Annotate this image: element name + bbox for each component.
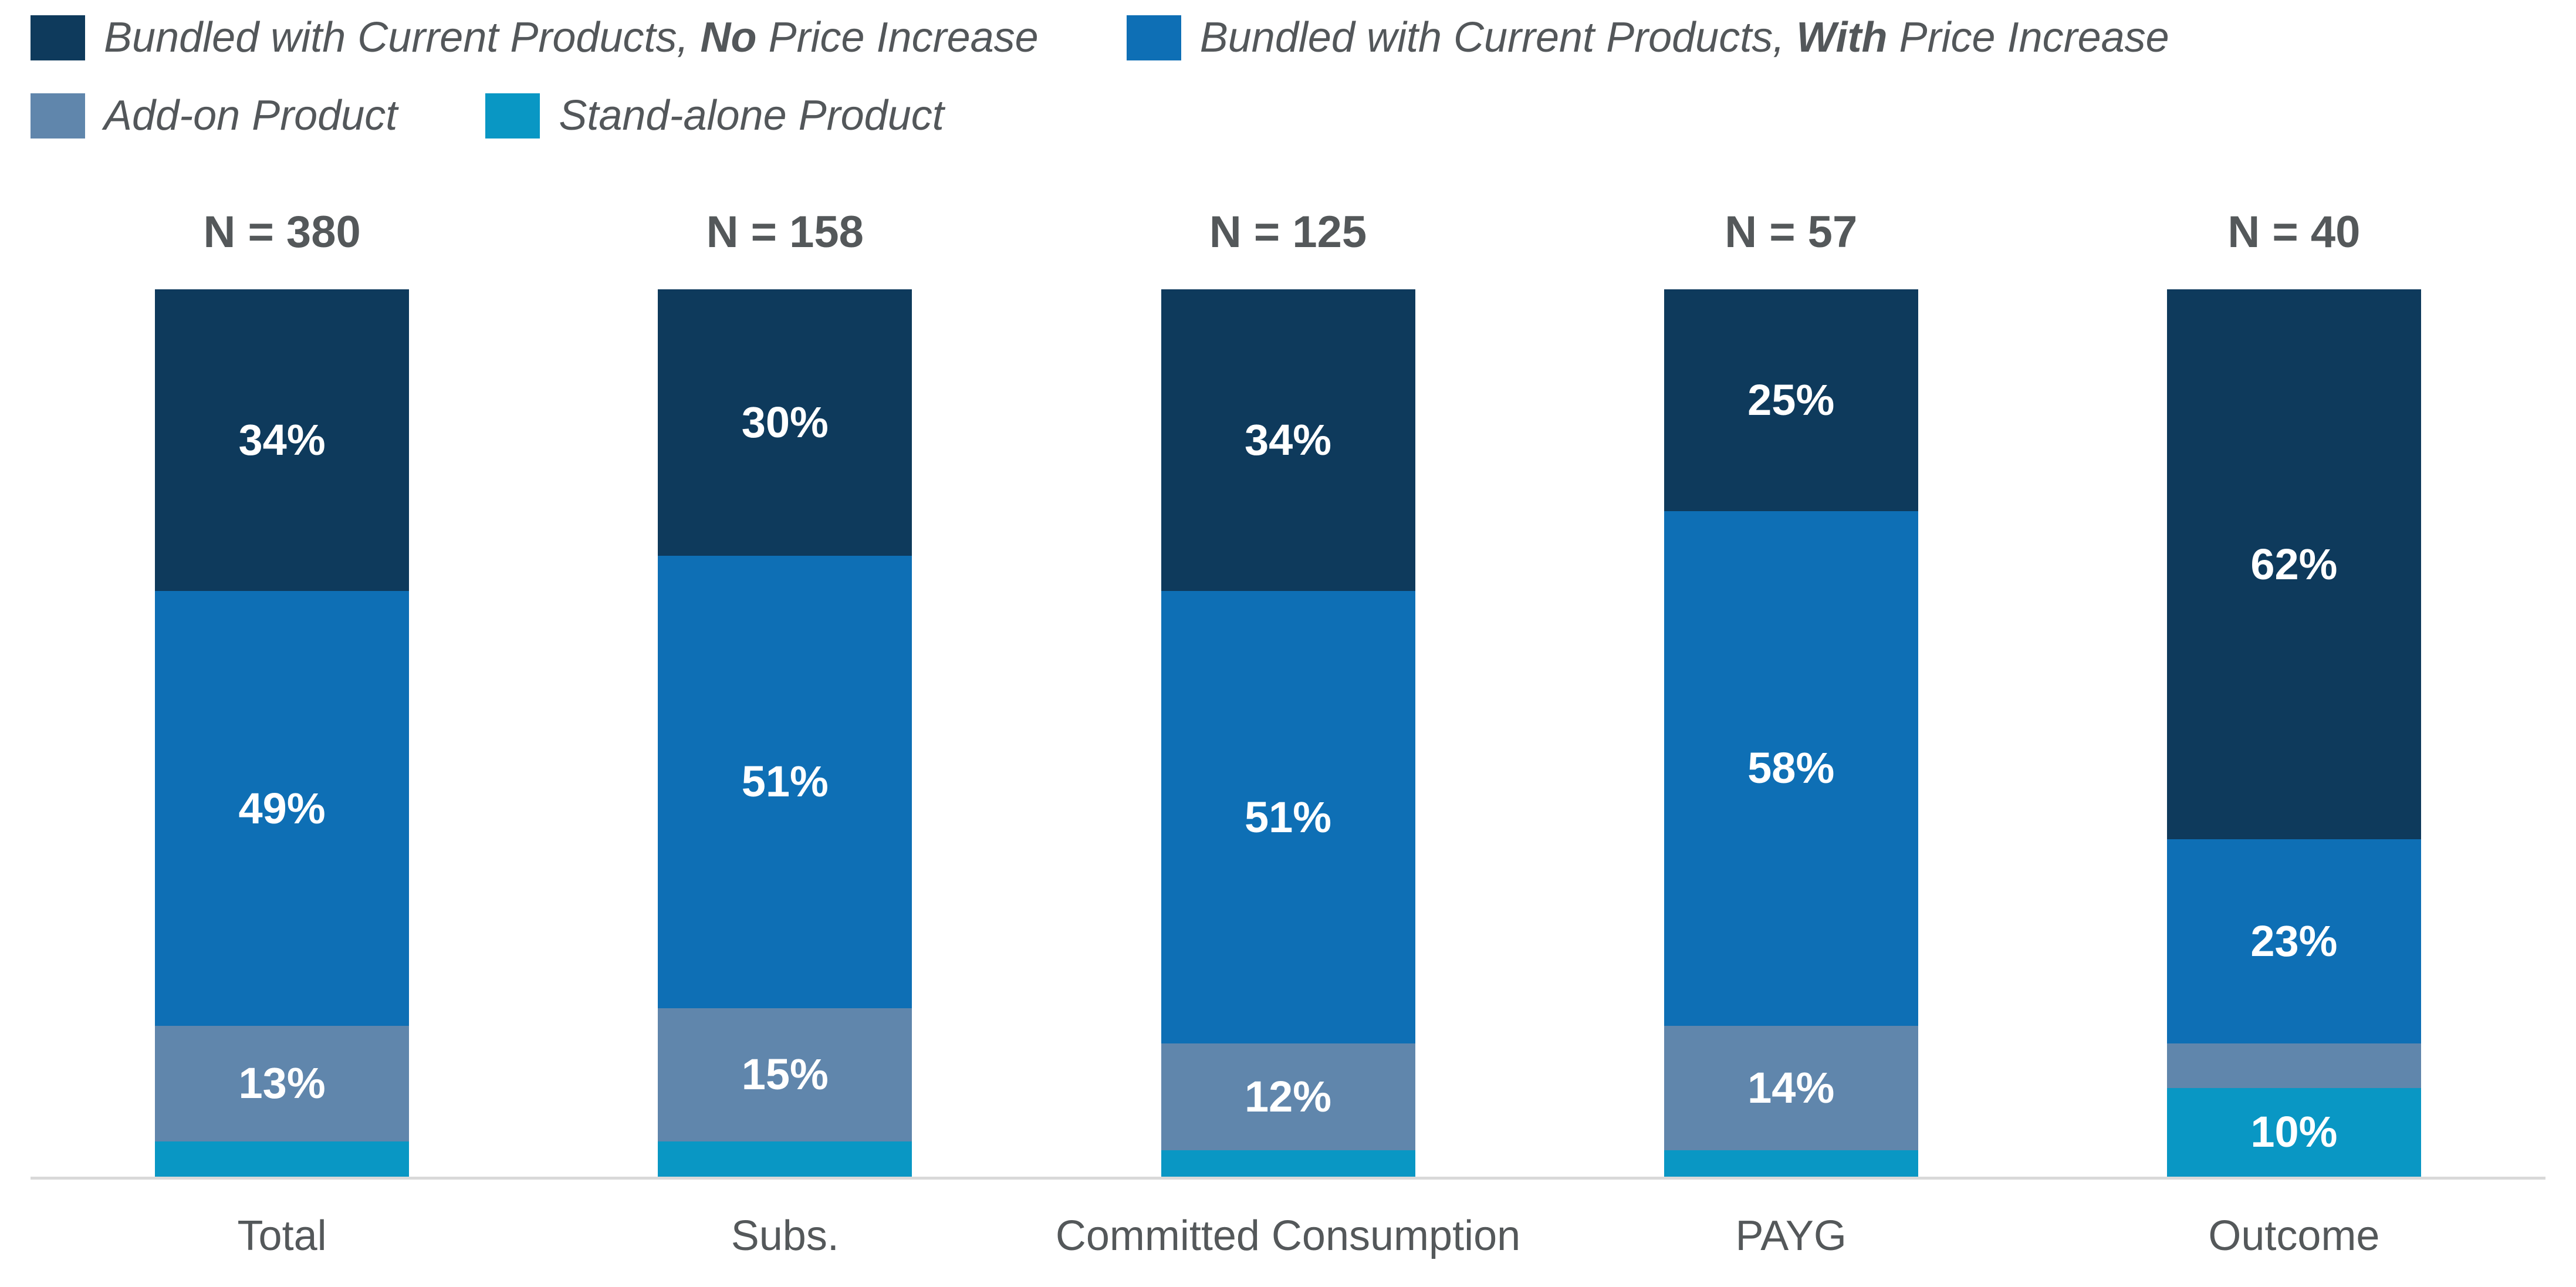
bar-column-payg: N = 57 25% 58% 14% PAYG xyxy=(1540,210,2043,1257)
legend-label-bundled-with-increase: Bundled with Current Products, With Pric… xyxy=(1199,14,2169,61)
segment-add-on xyxy=(2166,1043,2421,1088)
segment-stand-alone xyxy=(1664,1150,1918,1177)
x-axis-line xyxy=(31,1177,2545,1180)
category-label-payg: PAYG xyxy=(1735,1212,1847,1259)
segment-value-label: 51% xyxy=(741,757,829,806)
legend-label-stand-alone: Stand-alone Product xyxy=(559,92,944,140)
segment-value-label: 23% xyxy=(2250,917,2338,966)
segment-bundled-with-increase: 49% xyxy=(155,591,410,1026)
category-label-subs: Subs. xyxy=(731,1212,839,1259)
segment-add-on: 12% xyxy=(1161,1043,1415,1150)
segment-bundled-no-increase: 34% xyxy=(155,289,410,592)
segment-stand-alone: 10% xyxy=(2166,1087,2421,1177)
segment-bundled-with-increase: 51% xyxy=(658,555,912,1008)
chart-legend: Bundled with Current Products, No Price … xyxy=(31,14,2169,171)
legend-label-add-on: Add-on Product xyxy=(104,92,398,140)
segment-value-label: 49% xyxy=(238,783,326,833)
segment-stand-alone xyxy=(155,1141,410,1177)
legend-swatch-bundled-no-increase xyxy=(31,15,85,61)
segment-add-on: 13% xyxy=(155,1025,410,1141)
segment-value-label: 15% xyxy=(741,1050,829,1099)
segment-bundled-with-increase: 58% xyxy=(1664,511,1918,1026)
legend-row-2: Add-on Product Stand-alone Product xyxy=(31,93,2169,139)
stacked-bar-subs: 30% 51% 15% xyxy=(658,289,912,1177)
segment-value-label: 58% xyxy=(1747,744,1835,793)
legend-swatch-stand-alone xyxy=(485,93,540,139)
legend-item-bundled-no-increase: Bundled with Current Products, No Price … xyxy=(31,14,1039,61)
sample-size-label-outcome: N = 40 xyxy=(2227,207,2361,257)
segment-stand-alone xyxy=(658,1141,912,1177)
category-label-committed-consumption: Committed Consumption xyxy=(1055,1212,1521,1259)
segment-bundled-no-increase: 30% xyxy=(658,289,912,556)
sample-size-label-total: N = 380 xyxy=(203,207,361,257)
sample-size-label-payg: N = 57 xyxy=(1725,207,1858,257)
legend-item-bundled-with-increase: Bundled with Current Products, With Pric… xyxy=(1126,14,2169,61)
sample-size-label-subs: N = 158 xyxy=(706,207,864,257)
stacked-bar-total: 34% 49% 13% xyxy=(155,289,410,1177)
legend-swatch-add-on xyxy=(31,93,85,139)
segment-bundled-with-increase: 23% xyxy=(2166,839,2421,1044)
stacked-bar-outcome: 62% 23% 10% xyxy=(2166,289,2421,1177)
segment-value-label: 34% xyxy=(238,416,326,465)
segment-value-label: 51% xyxy=(1244,792,1332,842)
stacked-bar-committed-consumption: 34% 51% 12% xyxy=(1161,289,1415,1177)
bar-column-total: N = 380 34% 49% 13% Total xyxy=(31,210,533,1257)
bar-column-committed-consumption: N = 125 34% 51% 12% Committed Consumption xyxy=(1036,210,1539,1258)
segment-add-on: 14% xyxy=(1664,1025,1918,1150)
segment-value-label: 30% xyxy=(741,397,829,447)
legend-label-bundled-no-increase: Bundled with Current Products, No Price … xyxy=(104,14,1039,61)
segment-bundled-no-increase: 34% xyxy=(1161,289,1415,592)
segment-value-label: 34% xyxy=(1244,416,1332,465)
segment-add-on: 15% xyxy=(658,1008,912,1141)
sample-size-label-committed-consumption: N = 125 xyxy=(1209,207,1367,257)
stacked-bar-chart: N = 380 34% 49% 13% Total N = 158 30% 51% 15% Sub… xyxy=(31,210,2545,1258)
segment-value-label: 13% xyxy=(238,1059,326,1108)
legend-row-1: Bundled with Current Products, No Price … xyxy=(31,14,2169,61)
bar-column-subs: N = 158 30% 51% 15% Subs. xyxy=(533,210,1036,1257)
segment-bundled-with-increase: 51% xyxy=(1161,591,1415,1044)
stacked-bar-payg: 25% 58% 14% xyxy=(1664,289,1918,1177)
segment-value-label: 12% xyxy=(1244,1072,1332,1121)
segment-stand-alone xyxy=(1161,1150,1415,1177)
legend-swatch-bundled-with-increase xyxy=(1126,15,1181,61)
segment-value-label: 62% xyxy=(2250,539,2338,589)
bar-column-outcome: N = 40 62% 23% 10% Outcome xyxy=(2043,210,2545,1257)
segment-bundled-no-increase: 62% xyxy=(2166,289,2421,840)
segment-value-label: 25% xyxy=(1747,376,1835,424)
segment-value-label: 14% xyxy=(1747,1063,1835,1112)
segment-bundled-no-increase: 25% xyxy=(1664,289,1918,511)
legend-item-add-on: Add-on Product xyxy=(31,93,397,139)
category-label-total: Total xyxy=(237,1212,327,1259)
legend-item-stand-alone: Stand-alone Product xyxy=(485,93,944,139)
category-label-outcome: Outcome xyxy=(2208,1212,2380,1259)
segment-value-label: 10% xyxy=(2250,1107,2338,1157)
